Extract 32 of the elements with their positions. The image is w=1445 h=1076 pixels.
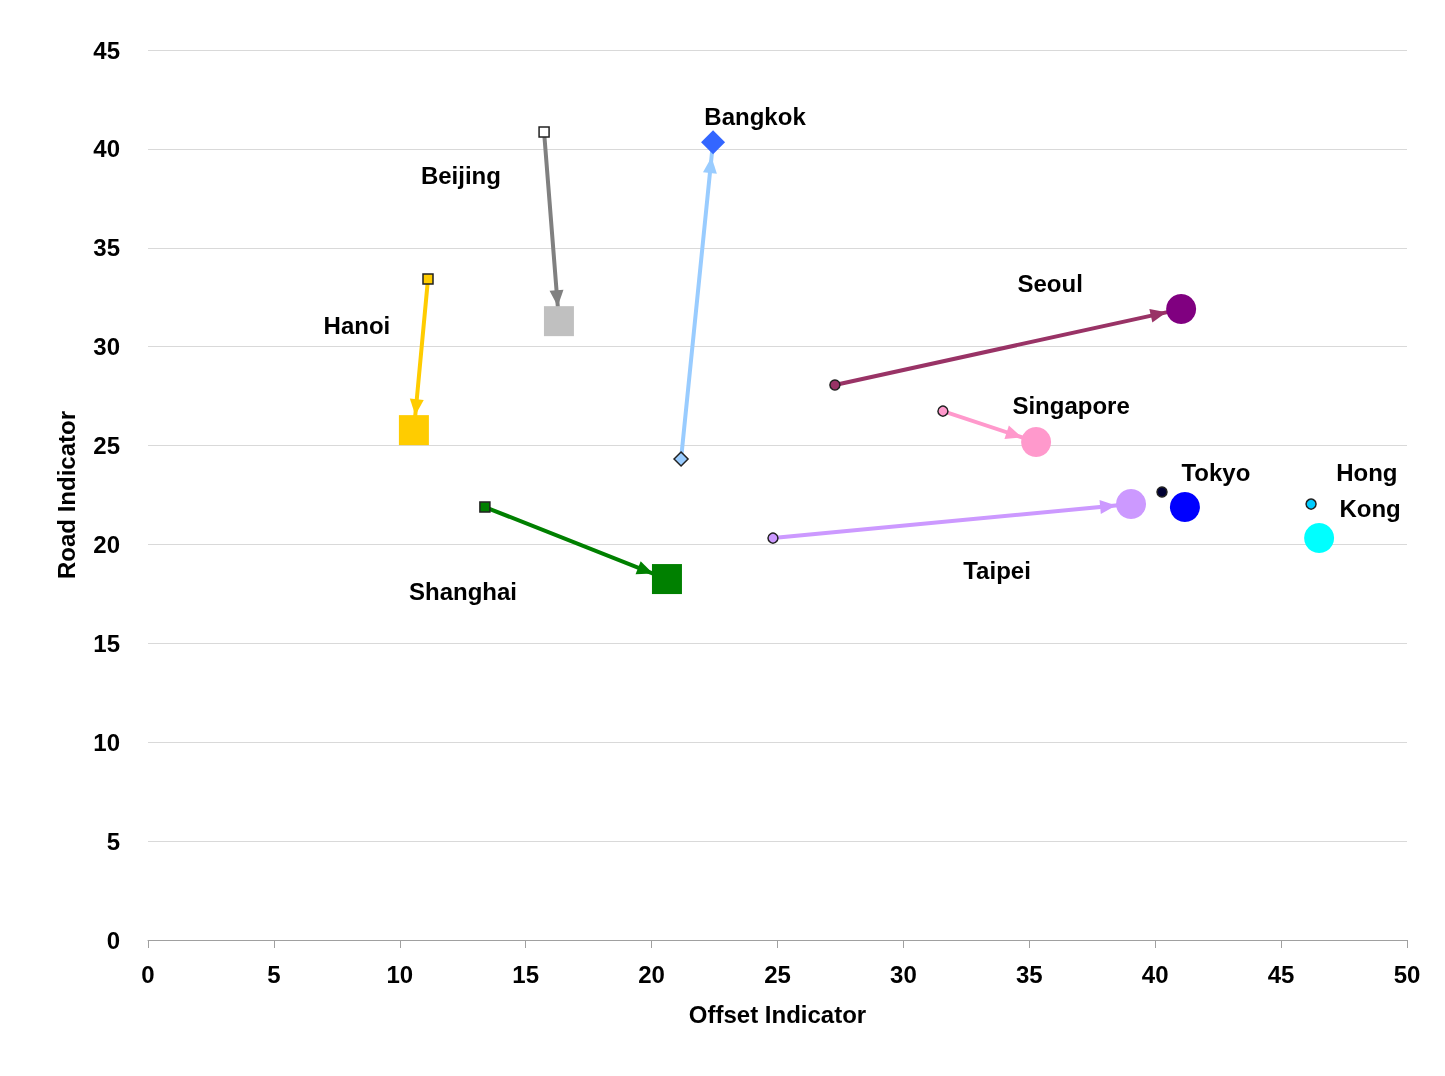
x-tick-label: 50 [1393, 960, 1421, 988]
x-tick-label: 30 [890, 960, 917, 988]
y-tick-label: 35 [93, 234, 120, 262]
x-tick-label: 45 [1267, 960, 1295, 988]
y-tick-label: 40 [93, 135, 120, 163]
x-tick-label: 15 [512, 960, 540, 988]
y-tick-label: 20 [93, 530, 120, 558]
y-tick-label: 0 [106, 926, 120, 954]
y-tick-label: 5 [106, 827, 120, 855]
text: Shanghai [408, 577, 517, 605]
y-tick-label: 15 [93, 629, 120, 657]
x-tick-label: 40 [1141, 960, 1169, 988]
y-tick-label: 25 [93, 432, 120, 460]
x-tick-label: 20 [638, 960, 665, 988]
x-tick-label: 25 [764, 960, 791, 988]
x-tick-label: 10 [386, 960, 414, 988]
x-axis-title: Offset Indicator [688, 1000, 867, 1028]
x-tick-label: 0 [141, 960, 155, 988]
y-tick-label: 45 [93, 36, 120, 64]
y-tick-label: 30 [93, 333, 120, 361]
y-tick-label: 10 [93, 728, 120, 756]
series-label: Taipei [963, 556, 1031, 584]
series-label: Hong Kong [1336, 458, 1405, 522]
series-label: Singapore [1012, 392, 1130, 420]
x-tick-label: 35 [1015, 960, 1043, 988]
series-label: Seoul [1017, 269, 1083, 297]
y-axis-title: Road Indicator [52, 410, 80, 580]
series-label: Bangkok [704, 102, 807, 130]
series-label: Tokyo [1181, 458, 1251, 486]
series-label: Beijing [420, 161, 501, 189]
x-tick-label: 5 [267, 960, 281, 988]
series-label: Hanoi [323, 311, 391, 339]
